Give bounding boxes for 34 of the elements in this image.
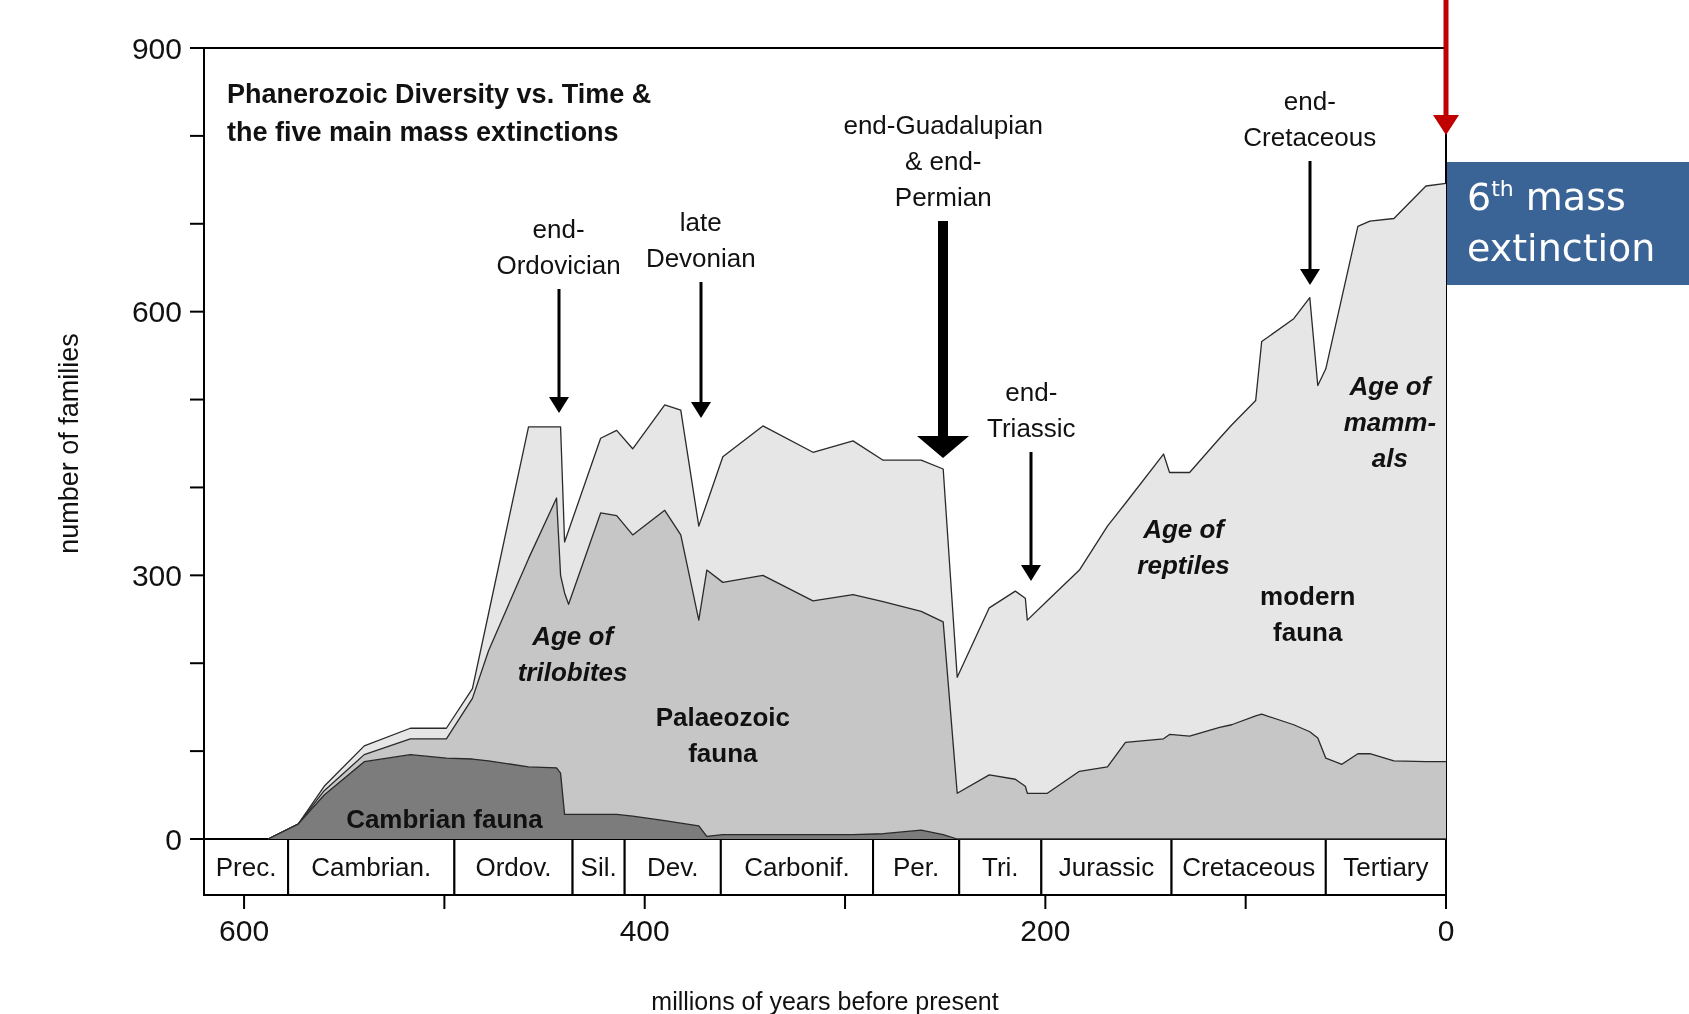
y-tick-label: 900: [131, 31, 182, 65]
y-tick-label: 600: [131, 295, 182, 329]
x-tick-label: 200: [1020, 913, 1071, 947]
y-tick-label: 300: [131, 558, 182, 592]
x-tick-label: 400: [619, 913, 670, 947]
text: Carbonif.: [744, 852, 850, 882]
text: Jurassic: [1058, 852, 1155, 882]
text: Tri.: [981, 852, 1019, 882]
text: 6$^{th}$ mass extinction: [1447, 162, 1689, 285]
x-tick-label: 600: [219, 913, 270, 947]
annotation: end- Triassic: [987, 377, 1076, 444]
text: Per.: [893, 852, 940, 882]
annotation: Age of mamm- als: [1343, 371, 1437, 474]
x-tick-label: 0: [1437, 913, 1455, 947]
annotation: end- Cretaceous: [1243, 86, 1377, 153]
text: Cambrian.: [311, 852, 432, 882]
annotation: end-Guadalupian & end- Permian: [843, 109, 1043, 212]
annotation: end- Ordovician: [496, 213, 621, 280]
text: Prec.: [215, 852, 277, 882]
series-label: Palaeozoic fauna: [655, 702, 791, 769]
series-label: modern fauna: [1260, 581, 1356, 647]
text: Phanerozoic Diversity vs. Time & the five main mass extinctions: [227, 79, 652, 147]
text: Cretaceous: [1182, 852, 1316, 882]
annotation: Age of reptiles: [1137, 514, 1230, 581]
annotation: Age of trilobites: [517, 621, 628, 688]
x-axis-title: millions of years before present: [651, 986, 999, 1014]
y-axis-title: number of families: [53, 333, 84, 554]
text: Dev.: [646, 852, 699, 882]
annotation: late Devonian: [645, 207, 756, 274]
text: Tertiary: [1343, 852, 1429, 882]
text: Sil.: [580, 852, 617, 882]
series-label: Cambrian fauna: [346, 803, 544, 834]
text: Ordov.: [475, 852, 552, 882]
y-tick-label: 0: [165, 822, 182, 856]
